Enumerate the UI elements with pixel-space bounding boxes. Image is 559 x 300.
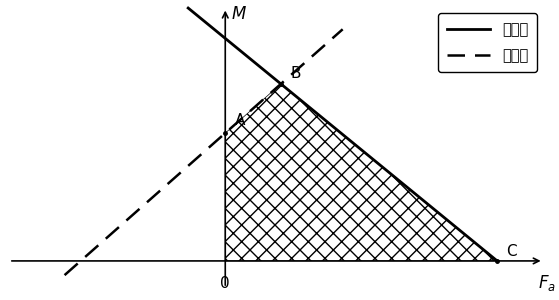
Text: B: B — [290, 67, 301, 82]
Text: C: C — [506, 244, 517, 259]
Text: $F_a$: $F_a$ — [538, 273, 556, 293]
Text: A: A — [235, 113, 245, 128]
Text: $M$: $M$ — [231, 5, 247, 23]
Text: 0: 0 — [220, 276, 230, 291]
Legend: 主滚道, 辅滚道: 主滚道, 辅滚道 — [438, 13, 537, 72]
